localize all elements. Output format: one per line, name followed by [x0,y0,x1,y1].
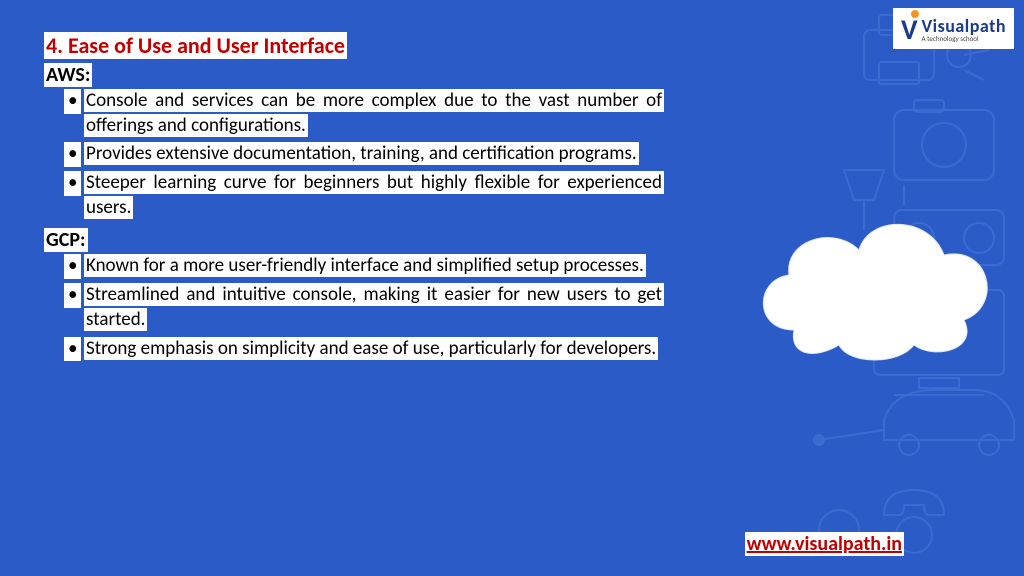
logo-mark: V [901,12,918,47]
section-label-aws: AWS: [44,63,92,87]
bullet-item: Streamlined and intuitive console, makin… [84,283,664,332]
bullet-item: Provides extensive documentation, traini… [84,142,664,167]
bullet-list-gcp: Known for a more user-friendly interface… [84,254,664,361]
slide: V Visualpath A technology school 4. Ease… [0,0,1024,576]
footer-link: www.visualpath.in [745,532,904,556]
logo-name: Visualpath [922,17,1007,35]
bullet-list-aws: Console and services can be more complex… [84,89,664,220]
website-link[interactable]: www.visualpath.in [745,532,904,556]
cloud-graphic [744,190,1004,370]
bullet-item: Steeper learning curve for beginners but… [84,171,664,220]
section-label-gcp: GCP: [44,228,88,252]
slide-title: 4. Ease of Use and User Interface [44,32,347,59]
logo: V Visualpath A technology school [893,8,1014,49]
content-area: 4. Ease of Use and User Interface AWS: C… [44,32,664,365]
bullet-item: Strong emphasis on simplicity and ease o… [84,337,664,362]
bullet-item: Console and services can be more complex… [84,89,664,138]
logo-tagline: A technology school [922,35,1007,42]
bullet-item: Known for a more user-friendly interface… [84,254,664,279]
